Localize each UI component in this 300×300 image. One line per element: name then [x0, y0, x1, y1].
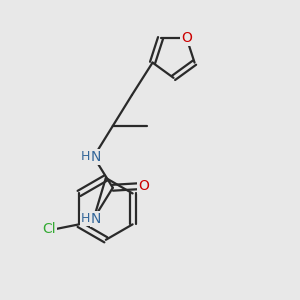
Text: H: H: [81, 150, 90, 163]
Text: H: H: [81, 212, 90, 225]
Text: N: N: [91, 212, 101, 226]
Text: N: N: [91, 150, 101, 164]
Text: O: O: [181, 31, 192, 45]
Text: Cl: Cl: [42, 222, 56, 236]
Text: O: O: [138, 179, 149, 193]
